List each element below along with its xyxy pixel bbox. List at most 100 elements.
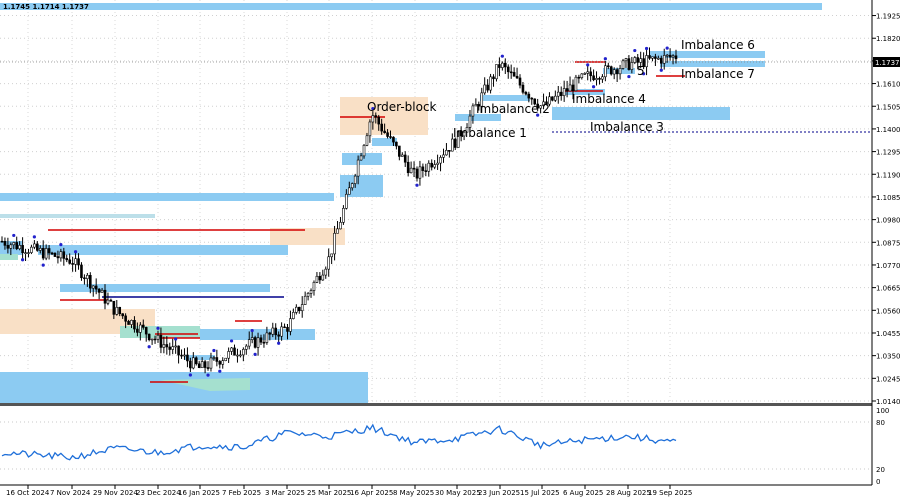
candle-body <box>65 258 69 261</box>
candle-body <box>583 73 587 75</box>
candle-body <box>518 77 522 86</box>
price-axis[interactable]: 1.19251.18201.17151.16101.15051.14001.12… <box>871 0 900 485</box>
candle-body <box>415 168 419 179</box>
candle-body <box>439 157 442 164</box>
candle-body <box>448 150 451 152</box>
candle-body <box>333 232 336 255</box>
pivot-low-marker <box>21 258 25 262</box>
candle-body <box>462 131 466 137</box>
candle-body <box>94 285 98 290</box>
candle-body <box>418 166 422 179</box>
pivot-high-marker <box>12 233 16 238</box>
candle-body <box>536 103 539 109</box>
candle-body <box>189 360 192 369</box>
candle-body <box>80 264 83 279</box>
candle-body <box>88 275 92 289</box>
price-axis-label: 1.0770 <box>876 262 900 270</box>
time-axis-label: 3 Mar 2025 <box>265 489 305 497</box>
candle-body <box>236 354 239 357</box>
annotation-labels: Order-block Imbalance 1 Imbalance 2 Imba… <box>367 38 755 140</box>
candle-body <box>589 71 592 77</box>
candle-body <box>648 55 651 59</box>
time-axis-label: 30 May 2025 <box>435 489 481 497</box>
imbalance-zone-oct-thin <box>0 214 155 218</box>
imbalance-zone-feb <box>200 329 315 340</box>
candle-body <box>62 251 66 259</box>
candle-body <box>103 289 107 304</box>
candle-body <box>100 289 104 293</box>
candle-body <box>651 56 654 59</box>
candle-body <box>274 327 278 336</box>
candle-body <box>380 123 383 132</box>
candle-body <box>604 65 607 78</box>
candle-body <box>421 166 425 171</box>
candle-body <box>503 62 507 68</box>
imbalance-1-label: Imbalance 1 <box>453 126 527 140</box>
candle-body <box>300 304 304 312</box>
pivot-low-marker <box>627 74 631 79</box>
candle-body <box>141 324 145 328</box>
candle-body <box>359 155 363 161</box>
pivot-low-marker <box>591 85 596 89</box>
candle-body <box>41 247 45 259</box>
candle-body <box>165 344 169 348</box>
candle-body <box>607 65 610 68</box>
candle-body <box>38 247 42 251</box>
candle-body <box>162 344 166 348</box>
candle-body <box>330 253 333 258</box>
imbalance-zone-dec <box>60 284 270 292</box>
indicator-panel <box>0 421 872 470</box>
candle-body <box>242 349 245 356</box>
candle-body <box>433 164 436 168</box>
time-axis-label: 16 Oct 2024 <box>6 489 50 497</box>
candle-body <box>586 71 590 74</box>
candle-body <box>265 332 269 343</box>
imbalance-zone-jan-small <box>185 355 215 360</box>
price-axis-label: 1.0980 <box>876 217 900 225</box>
price-axis-label: 1.0665 <box>876 285 900 293</box>
pivot-high-marker <box>32 235 36 239</box>
price-axis-label: 1.0140 <box>876 398 900 406</box>
imbalance-6-label: Imbalance 6 <box>681 38 755 52</box>
candle-body <box>115 306 119 315</box>
candle-body <box>609 66 613 75</box>
candle-body <box>21 245 24 254</box>
candle-body <box>283 326 286 329</box>
candle-body <box>295 306 298 313</box>
candle-body <box>192 357 195 369</box>
candle-body <box>12 242 16 246</box>
candle-body <box>542 101 545 107</box>
candle-body <box>321 274 325 281</box>
candle-body <box>565 88 569 92</box>
candle-body <box>453 138 457 148</box>
imbalance-1-zone <box>455 114 501 121</box>
pivot-low-marker <box>41 263 45 267</box>
candle-body <box>183 354 186 357</box>
candle-body <box>15 242 19 250</box>
candlestick-series <box>0 47 678 374</box>
candle-body <box>392 136 395 143</box>
candle-body <box>106 299 110 304</box>
candle-body <box>224 357 227 361</box>
candle-body <box>409 167 413 174</box>
time-axis-label: 23 Dec 2024 <box>136 489 181 497</box>
pivot-high-marker <box>59 243 63 247</box>
candle-body <box>168 346 172 350</box>
candle-body <box>253 337 257 348</box>
candle-body <box>665 54 669 57</box>
candle-body <box>59 251 63 259</box>
candle-body <box>127 320 130 325</box>
candle-body <box>530 97 534 100</box>
panel-separator[interactable] <box>0 403 872 406</box>
candle-body <box>212 357 216 359</box>
pivot-low-marker <box>415 183 419 187</box>
candle-body <box>636 57 640 63</box>
time-axis-label: 19 Sep 2025 <box>648 489 692 497</box>
candle-body <box>633 57 637 63</box>
candle-body <box>598 78 601 80</box>
candle-body <box>121 313 124 317</box>
candle-body <box>445 150 448 156</box>
